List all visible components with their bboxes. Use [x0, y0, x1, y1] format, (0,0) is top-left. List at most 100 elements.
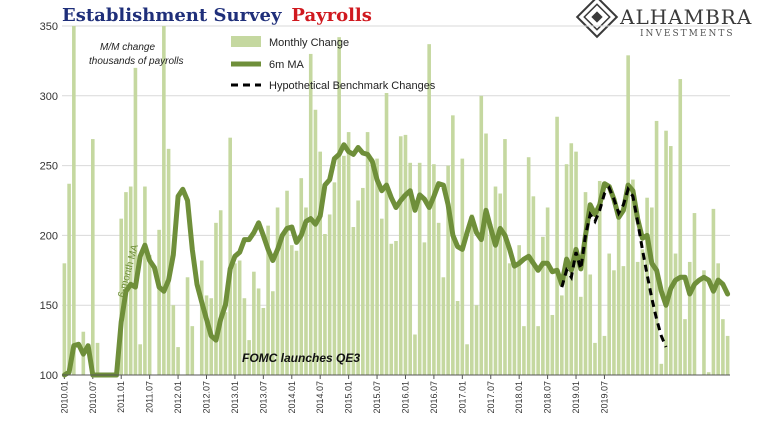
monthly-change-bar — [299, 178, 304, 375]
x-tick-label: 2015.01 — [344, 381, 354, 414]
monthly-change-bar — [631, 179, 635, 375]
y-axis-ticks: 100 150 200 250 300 350 — [40, 21, 58, 382]
monthly-change-bar — [517, 245, 521, 375]
monthly-change-bar — [398, 136, 403, 375]
monthly-change-bar — [673, 253, 678, 375]
monthly-change-bar — [602, 335, 607, 375]
monthly-change-bar — [351, 227, 356, 375]
monthly-change-bar — [588, 274, 593, 375]
chart-title: Establishment Survey Payrolls — [62, 5, 372, 26]
monthly-change-bar — [90, 139, 95, 375]
monthly-change-bar — [280, 235, 285, 375]
monthly-change-bar — [218, 210, 223, 375]
monthly-change-bar — [531, 196, 536, 375]
x-tick-label: 2014.01 — [287, 381, 297, 414]
monthly-change-bar — [545, 207, 550, 375]
monthly-change-bar — [446, 165, 450, 375]
bars-series — [62, 26, 730, 376]
monthly-change-bar — [190, 326, 195, 375]
monthly-change-bar — [176, 347, 180, 375]
monthly-change-bar — [408, 162, 413, 375]
monthly-change-bar — [432, 164, 436, 375]
monthly-change-bar — [664, 130, 668, 375]
monthly-change-bar — [138, 344, 142, 375]
monthly-change-bar — [716, 263, 720, 375]
y-tick-label: 250 — [40, 161, 58, 173]
monthly-change-bar — [441, 277, 446, 375]
monthly-change-bar — [512, 263, 517, 375]
monthly-change-bar — [247, 340, 251, 375]
monthly-change-bar — [550, 314, 555, 375]
monthly-change-bar — [621, 266, 626, 375]
monthly-change-bar — [242, 298, 247, 375]
x-tick-label: 2018.01 — [514, 381, 524, 414]
monthly-change-bar — [678, 79, 683, 375]
monthly-change-bar — [507, 263, 512, 375]
monthly-change-bar — [474, 305, 479, 375]
monthly-change-bar — [133, 67, 138, 375]
monthly-change-bar — [503, 139, 507, 375]
y-tick-label: 150 — [40, 300, 58, 312]
monthly-change-bar — [593, 342, 597, 375]
x-tick-label: 2013.01 — [230, 381, 240, 414]
x-tick-label: 2010.07 — [88, 381, 98, 414]
monthly-change-bar — [342, 155, 346, 375]
monthly-change-bar — [332, 182, 337, 375]
monthly-change-bar — [162, 26, 166, 375]
monthly-change-bar — [285, 190, 289, 375]
x-tick-label: 2017.01 — [457, 381, 467, 414]
note-line2: thousands of payrolls — [89, 56, 184, 67]
monthly-change-bar — [214, 222, 218, 375]
monthly-change-bar — [308, 53, 313, 376]
monthly-change-bar — [721, 319, 725, 375]
monthly-change-bar — [379, 218, 384, 375]
monthly-change-bar — [356, 200, 360, 375]
monthly-change-bar — [375, 158, 379, 375]
monthly-change-bar — [313, 109, 318, 375]
monthly-change-bar — [612, 270, 616, 375]
x-tick-label: 2013.07 — [258, 381, 268, 414]
monthly-change-bar — [645, 197, 649, 375]
monthly-change-bar — [157, 229, 161, 375]
monthly-change-bar — [327, 214, 332, 375]
monthly-change-bar — [304, 207, 308, 375]
monthly-change-bar — [460, 158, 465, 375]
monthly-change-bar — [635, 261, 640, 375]
monthly-change-bar — [436, 222, 441, 375]
monthly-change-bar — [668, 146, 673, 375]
monthly-change-bar — [199, 260, 204, 375]
x-tick-label: 2016.07 — [429, 381, 439, 414]
monthly-change-bar — [706, 372, 711, 375]
chart-title-part1: Establishment Survey — [62, 5, 282, 26]
monthly-change-bar — [541, 236, 545, 375]
monthly-change-bar — [237, 260, 242, 375]
monthly-change-bar — [451, 115, 455, 376]
monthly-change-bar — [465, 344, 469, 375]
alhambra-logo: ALHAMBRA INVESTMENTS — [575, 0, 751, 39]
monthly-change-bar — [337, 37, 341, 375]
x-tick-label: 2012.07 — [201, 381, 211, 414]
monthly-change-bar — [275, 207, 280, 375]
x-tick-label: 2015.07 — [372, 381, 382, 414]
monthly-change-bar — [692, 213, 697, 375]
chart-title-part2: Payrolls — [291, 5, 371, 26]
monthly-change-bar — [72, 26, 76, 375]
monthly-change-bar — [361, 187, 365, 375]
legend-line-label: 6m MA — [269, 59, 305, 71]
monthly-change-bar — [488, 224, 493, 375]
monthly-change-bar — [185, 277, 190, 375]
monthly-change-bar — [725, 335, 730, 375]
monthly-change-bar — [640, 249, 645, 375]
monthly-change-bar — [294, 250, 299, 375]
qe3-annotation: FOMC launches QE3 — [242, 351, 360, 365]
monthly-change-bar — [578, 296, 583, 375]
x-tick-label: 2019.07 — [599, 381, 609, 414]
y-tick-label: 200 — [40, 230, 58, 242]
monthly-change-bar — [128, 186, 133, 375]
monthly-change-bar — [124, 192, 128, 375]
note-line1: M/M change — [100, 42, 155, 53]
monthly-change-bar — [470, 214, 474, 375]
monthly-change-bar — [455, 301, 460, 375]
monthly-change-bar — [228, 137, 232, 375]
monthly-change-bar — [687, 261, 692, 375]
